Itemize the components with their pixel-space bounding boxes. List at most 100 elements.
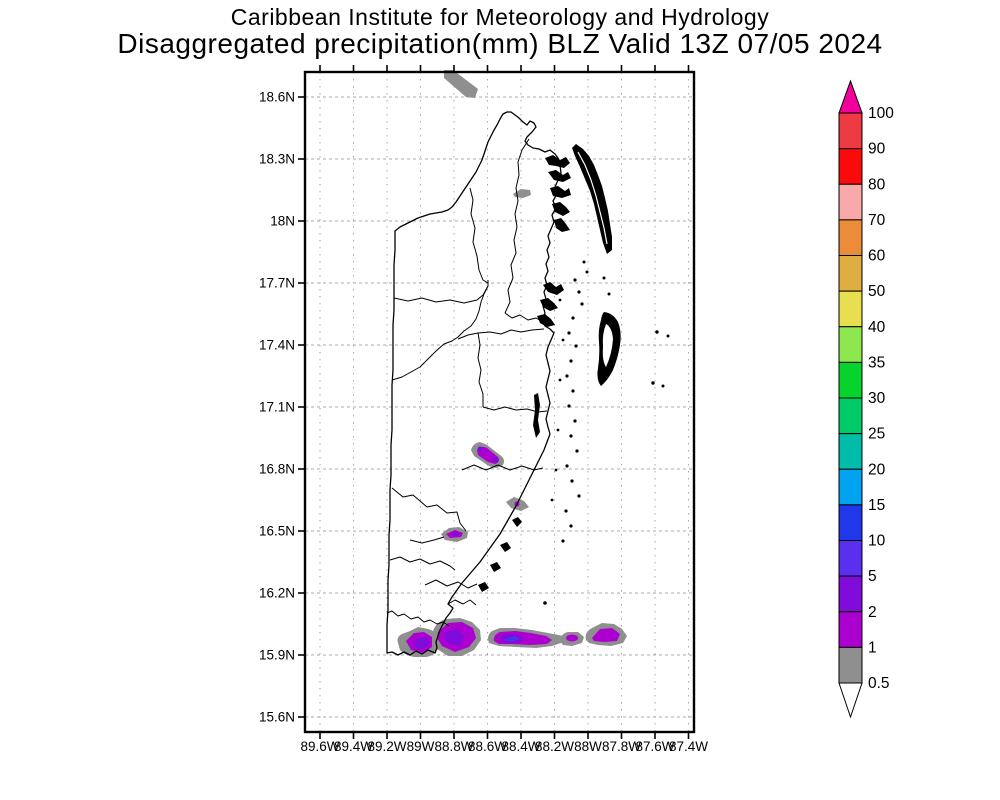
chart-title-product: Disaggregated precipitation(mm) BLZ Vali… [117, 28, 883, 59]
colorbar-arrow-below-min [838, 682, 863, 719]
colorbar-label: 100 [868, 105, 894, 122]
colorbar-label: 30 [868, 390, 886, 407]
precip-blue2-layer [506, 637, 517, 641]
lon-label: 89.2W [367, 739, 406, 754]
lon-label: 89W [407, 739, 435, 754]
precip-purple-south-e [592, 628, 620, 642]
colorbar-segment [838, 468, 863, 506]
colorbar-legend: 100 90 80 70 60 50 40 35 30 25 20 15 10 5 2 1 0.5 [838, 79, 894, 719]
lat-label: 16.5N [259, 524, 295, 539]
lagoon-blob [543, 282, 564, 295]
boundary-line [391, 487, 467, 532]
lat-label: 18.3N [259, 152, 295, 167]
ambergris-caye [572, 144, 612, 254]
colorbar-label: 60 [868, 248, 886, 265]
colorbar-label: 5 [868, 568, 877, 585]
precipitation-shading [397, 70, 627, 657]
colorbar-segment [838, 112, 863, 150]
precip-gray-layer [397, 70, 627, 657]
precip-violet-core-b [444, 629, 464, 646]
boundary-line [504, 138, 530, 314]
lagoon-blob [490, 562, 501, 572]
colorbar-segment [838, 326, 863, 363]
colorbar-label: 1 [868, 639, 877, 656]
lat-label: 18.6N [259, 90, 295, 105]
colorbar-label: 40 [868, 319, 886, 336]
lat-label: 15.9N [259, 648, 295, 663]
lagoon-blob [545, 155, 570, 168]
colorbar-label: 15 [868, 497, 885, 514]
lagoon-blob [500, 542, 511, 552]
colorbar-segment [838, 433, 863, 470]
colorbar-arrow-above-max [838, 79, 863, 114]
lon-label: 87.6W [635, 739, 674, 754]
lat-label: 17.4N [259, 338, 295, 353]
lon-label: 87.4W [669, 739, 708, 754]
lon-label: 88.4W [501, 739, 540, 754]
axis-ticks [298, 65, 690, 739]
boundary-line [409, 536, 445, 544]
lon-label: 89.4W [334, 739, 373, 754]
lon-label: 88W [574, 739, 602, 754]
lat-label: 15.6N [259, 710, 295, 725]
lon-label: 87.8W [602, 739, 641, 754]
lagoon-blob [512, 517, 522, 527]
lagoon-blob [548, 170, 571, 182]
turneffe-atoll [597, 312, 621, 386]
boundary-line [391, 280, 489, 381]
map-frame [303, 70, 696, 734]
lagoon-texture [478, 155, 571, 592]
precip-purple-south-d [566, 634, 578, 642]
boundary-line [386, 610, 450, 627]
caye-dots [543, 260, 670, 605]
precip-blue-streak-c [506, 637, 517, 641]
lat-label: 18N [270, 214, 295, 229]
precip-violet-core-a [414, 636, 430, 650]
colorbar-label: 0.5 [868, 675, 890, 692]
boundary-line [504, 312, 544, 323]
colorbar-segment [838, 361, 863, 399]
colorbar-segment [838, 183, 863, 221]
lagoon-strip [533, 393, 540, 438]
belize-outline [386, 111, 562, 656]
colorbar-segment [838, 575, 863, 613]
belize-border-coast [386, 111, 562, 656]
lat-label: 17.1N [259, 400, 295, 415]
gridlines [305, 72, 694, 732]
precip-violet-dash [452, 532, 459, 536]
lat-axis-labels: 18.6N 18.3N 18N 17.7N 17.4N 17.1N 16.8N 16.5N 16… [259, 90, 295, 725]
boundary-line [447, 599, 477, 606]
ambergris-caye-inner [577, 151, 608, 245]
colorbar-label: 35 [868, 354, 885, 371]
precip-violet-dot [477, 446, 483, 452]
district-boundaries [386, 138, 548, 627]
lon-label: 88.6W [468, 739, 507, 754]
colorbar-segment [838, 219, 863, 256]
lagoon-blob [550, 186, 571, 198]
boundary-line [461, 464, 544, 471]
precip-purple-layer [406, 446, 620, 653]
lat-label: 16.8N [259, 462, 295, 477]
colorbar-segment [838, 397, 863, 435]
precip-gray-spot-north [513, 189, 531, 198]
lagoon-blob [478, 582, 489, 592]
lat-label: 17.7N [259, 276, 295, 291]
lat-label: 16.2N [259, 586, 295, 601]
precip-violet-dot [493, 457, 499, 463]
lagoon-blob [537, 314, 555, 327]
colorbar-label: 25 [868, 426, 885, 443]
boundary-line [389, 556, 456, 571]
boundary-line [469, 187, 489, 284]
boundary-line [424, 579, 478, 589]
lon-label: 88.8W [434, 739, 473, 754]
colorbar-label: 70 [868, 212, 886, 229]
lagoon-blob [540, 298, 558, 311]
colorbar-segment [838, 290, 863, 328]
colorbar-segment [838, 255, 863, 292]
colorbar-label: 50 [868, 283, 886, 300]
lagoon-blob [552, 202, 570, 216]
turneffe-lagoon [602, 324, 613, 367]
